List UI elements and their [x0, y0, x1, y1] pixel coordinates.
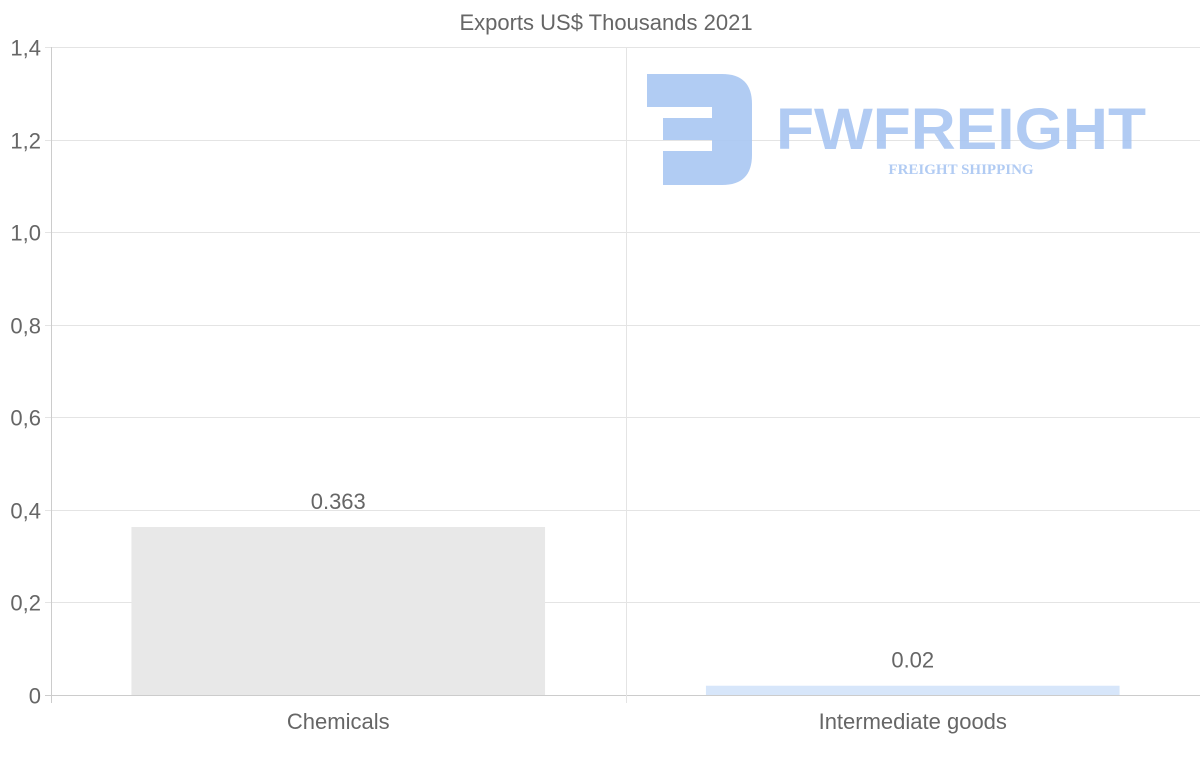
y-tick-label: 0 — [29, 684, 41, 709]
logo-mark-icon — [647, 74, 752, 185]
y-tick-label: 1,0 — [10, 221, 41, 246]
watermark-tagline: FREIGHT SHIPPING — [888, 162, 1033, 178]
data-label: 0.363 — [311, 489, 366, 514]
chart-title: Exports US$ Thousands 2021 — [459, 10, 752, 35]
y-tick-label: 0,2 — [10, 591, 41, 616]
bar-chemicals[interactable] — [131, 526, 546, 695]
x-tick-label: Intermediate goods — [819, 709, 1007, 734]
y-tick-label: 1,2 — [10, 129, 41, 154]
y-tick-label: 1,4 — [10, 36, 41, 61]
axes: 0 0,2 0,4 0,6 0,8 1,0 1,2 1,4 Chemicals Intermedi… — [10, 36, 1007, 735]
watermark-brand: FWFREIGHT — [776, 97, 1146, 162]
y-tick-label: 0,8 — [10, 314, 41, 339]
bars: 0.363 0.02 — [131, 489, 1120, 695]
y-tick-label: 0,6 — [10, 406, 41, 431]
y-tick-label: 0,4 — [10, 499, 41, 524]
bar-intermediate-goods[interactable] — [705, 685, 1120, 695]
data-label: 0.02 — [891, 648, 934, 673]
x-tick-label: Chemicals — [287, 709, 390, 734]
fwfreight-logo-watermark: FWFREIGHT FREIGHT SHIPPING — [647, 74, 1146, 185]
